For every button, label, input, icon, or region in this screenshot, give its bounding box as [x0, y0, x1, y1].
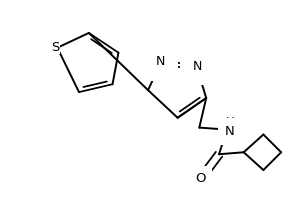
- Text: N: N: [193, 60, 202, 73]
- Text: N: N: [225, 125, 235, 138]
- Text: S: S: [51, 41, 59, 54]
- Text: N: N: [156, 55, 166, 68]
- Text: O: O: [195, 172, 206, 185]
- Text: H: H: [226, 116, 234, 129]
